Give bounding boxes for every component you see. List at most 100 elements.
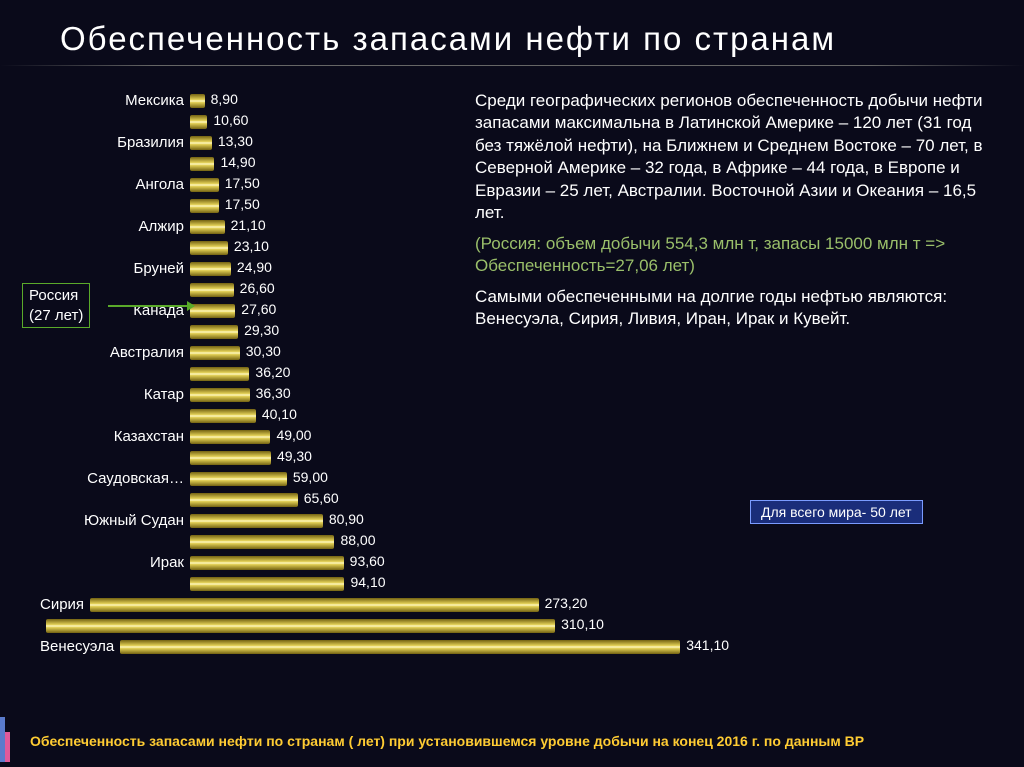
bar: 94,10	[190, 577, 344, 591]
bar-row: Катар36,30	[40, 384, 490, 405]
bar: 14,90	[190, 157, 214, 171]
bar: 40,10	[190, 409, 256, 423]
bar-value: 36,20	[255, 364, 290, 380]
bar-value: 13,30	[218, 133, 253, 149]
bar: 59,00	[190, 472, 287, 486]
russia-arrow	[108, 305, 194, 307]
description-block: Среди географических регионов обеспеченн…	[475, 90, 985, 338]
bar-value: 40,10	[262, 406, 297, 422]
russia-callout-line2: (27 лет)	[29, 306, 83, 326]
bar-value: 310,10	[561, 616, 604, 632]
bar-value: 30,30	[246, 343, 281, 359]
bar-value: 273,20	[545, 595, 588, 611]
bar-label: Ирак	[40, 554, 190, 571]
bar-value: 17,50	[225, 175, 260, 191]
bar: 88,00	[190, 535, 334, 549]
bar-value: 8,90	[211, 91, 238, 107]
bar-row: 65,60	[40, 489, 490, 510]
bar-row: 29,30	[40, 321, 490, 342]
bar: 17,50	[190, 199, 219, 213]
bar-row: Бразилия 13,30	[40, 132, 490, 153]
bar: 93,60	[190, 556, 344, 570]
bar-label: Венесуэла	[40, 638, 120, 655]
bar-value: 14,90	[220, 154, 255, 170]
bar-row: 36,20	[40, 363, 490, 384]
bar: 10,60	[190, 115, 207, 129]
bar-row: Мексика 8,90	[40, 90, 490, 111]
russia-callout: Россия (27 лет)	[22, 283, 90, 328]
bar-row: Саудовская…59,00	[40, 468, 490, 489]
bar-label: Бразилия	[40, 134, 190, 151]
bar: 26,60	[190, 283, 234, 297]
bar: 17,50	[190, 178, 219, 192]
slide-title: Обеспеченность запасами нефти по странам	[60, 20, 836, 58]
bar-value: 29,30	[244, 322, 279, 338]
bar-row: Ангола17,50	[40, 174, 490, 195]
bar-value: 24,90	[237, 259, 272, 275]
bar-row: 310,10	[40, 615, 490, 636]
bottom-note: Обеспеченность запасами нефти по странам…	[30, 733, 864, 749]
bar-row: Алжир21,10	[40, 216, 490, 237]
bar: 29,30	[190, 325, 238, 339]
bar-value: 80,90	[329, 511, 364, 527]
bar-row: Канада27,60	[40, 300, 490, 321]
bar-label: Алжир	[40, 218, 190, 235]
bar-label: Катар	[40, 386, 190, 403]
bar-row: Бруней24,90	[40, 258, 490, 279]
bar: 80,90	[190, 514, 323, 528]
bar-row: 10,60	[40, 111, 490, 132]
bar: 341,10	[120, 640, 680, 654]
bar-row: 94,10	[40, 573, 490, 594]
bar: 49,00	[190, 430, 270, 444]
bar-label: Мексика	[40, 92, 190, 109]
bar-value: 17,50	[225, 196, 260, 212]
bar-value: 65,60	[304, 490, 339, 506]
bar-row: 49,30	[40, 447, 490, 468]
bar-row: Австралия30,30	[40, 342, 490, 363]
bar-value: 59,00	[293, 469, 328, 485]
paragraph-1: Среди географических регионов обеспеченн…	[475, 90, 985, 225]
bar-value: 49,30	[277, 448, 312, 464]
side-marks	[0, 717, 12, 767]
bar: 65,60	[190, 493, 298, 507]
bar-row: Венесуэла341,10	[40, 636, 490, 657]
bar-value: 36,30	[256, 385, 291, 401]
bar-value: 49,00	[276, 427, 311, 443]
bar-label: Сирия	[40, 596, 90, 613]
bar-label: Южный Судан	[40, 512, 190, 529]
bar: 21,10	[190, 220, 225, 234]
bar: 36,20	[190, 367, 249, 381]
bar: 27,60	[190, 304, 235, 318]
bar: 273,20	[90, 598, 539, 612]
bar: 36,30	[190, 388, 250, 402]
paragraph-2: (Россия: объем добычи 554,3 млн т, запас…	[475, 233, 985, 278]
title-underline	[0, 65, 1024, 66]
bar-label: Саудовская…	[40, 470, 190, 487]
bar-row: Южный Судан80,90	[40, 510, 490, 531]
bar-row: Казахстан49,00	[40, 426, 490, 447]
bar-label: Ангола	[40, 176, 190, 193]
bar-value: 341,10	[686, 637, 729, 653]
bar: 49,30	[190, 451, 271, 465]
bar-chart: Мексика8,9010,60Бразилия13,3014,90Ангола…	[40, 90, 490, 680]
bar: 24,90	[190, 262, 231, 276]
bar-value: 10,60	[213, 112, 248, 128]
bar-value: 23,10	[234, 238, 269, 254]
bar-value: 88,00	[340, 532, 375, 548]
bar-row: Ирак93,60	[40, 552, 490, 573]
bar: 310,10	[46, 619, 555, 633]
russia-callout-line1: Россия	[29, 286, 83, 306]
bar-row: 14,90	[40, 153, 490, 174]
bar-row: 26,60	[40, 279, 490, 300]
bar-label: Австралия	[40, 344, 190, 361]
world-box: Для всего мира- 50 лет	[750, 500, 923, 524]
bar-value: 93,60	[350, 553, 385, 569]
bar-value: 21,10	[231, 217, 266, 233]
bar-label: Бруней	[40, 260, 190, 277]
bar: 30,30	[190, 346, 240, 360]
bar-row: 17,50	[40, 195, 490, 216]
bar-value: 94,10	[350, 574, 385, 590]
bar-row: 88,00	[40, 531, 490, 552]
bar-value: 26,60	[240, 280, 275, 296]
bar: 23,10	[190, 241, 228, 255]
